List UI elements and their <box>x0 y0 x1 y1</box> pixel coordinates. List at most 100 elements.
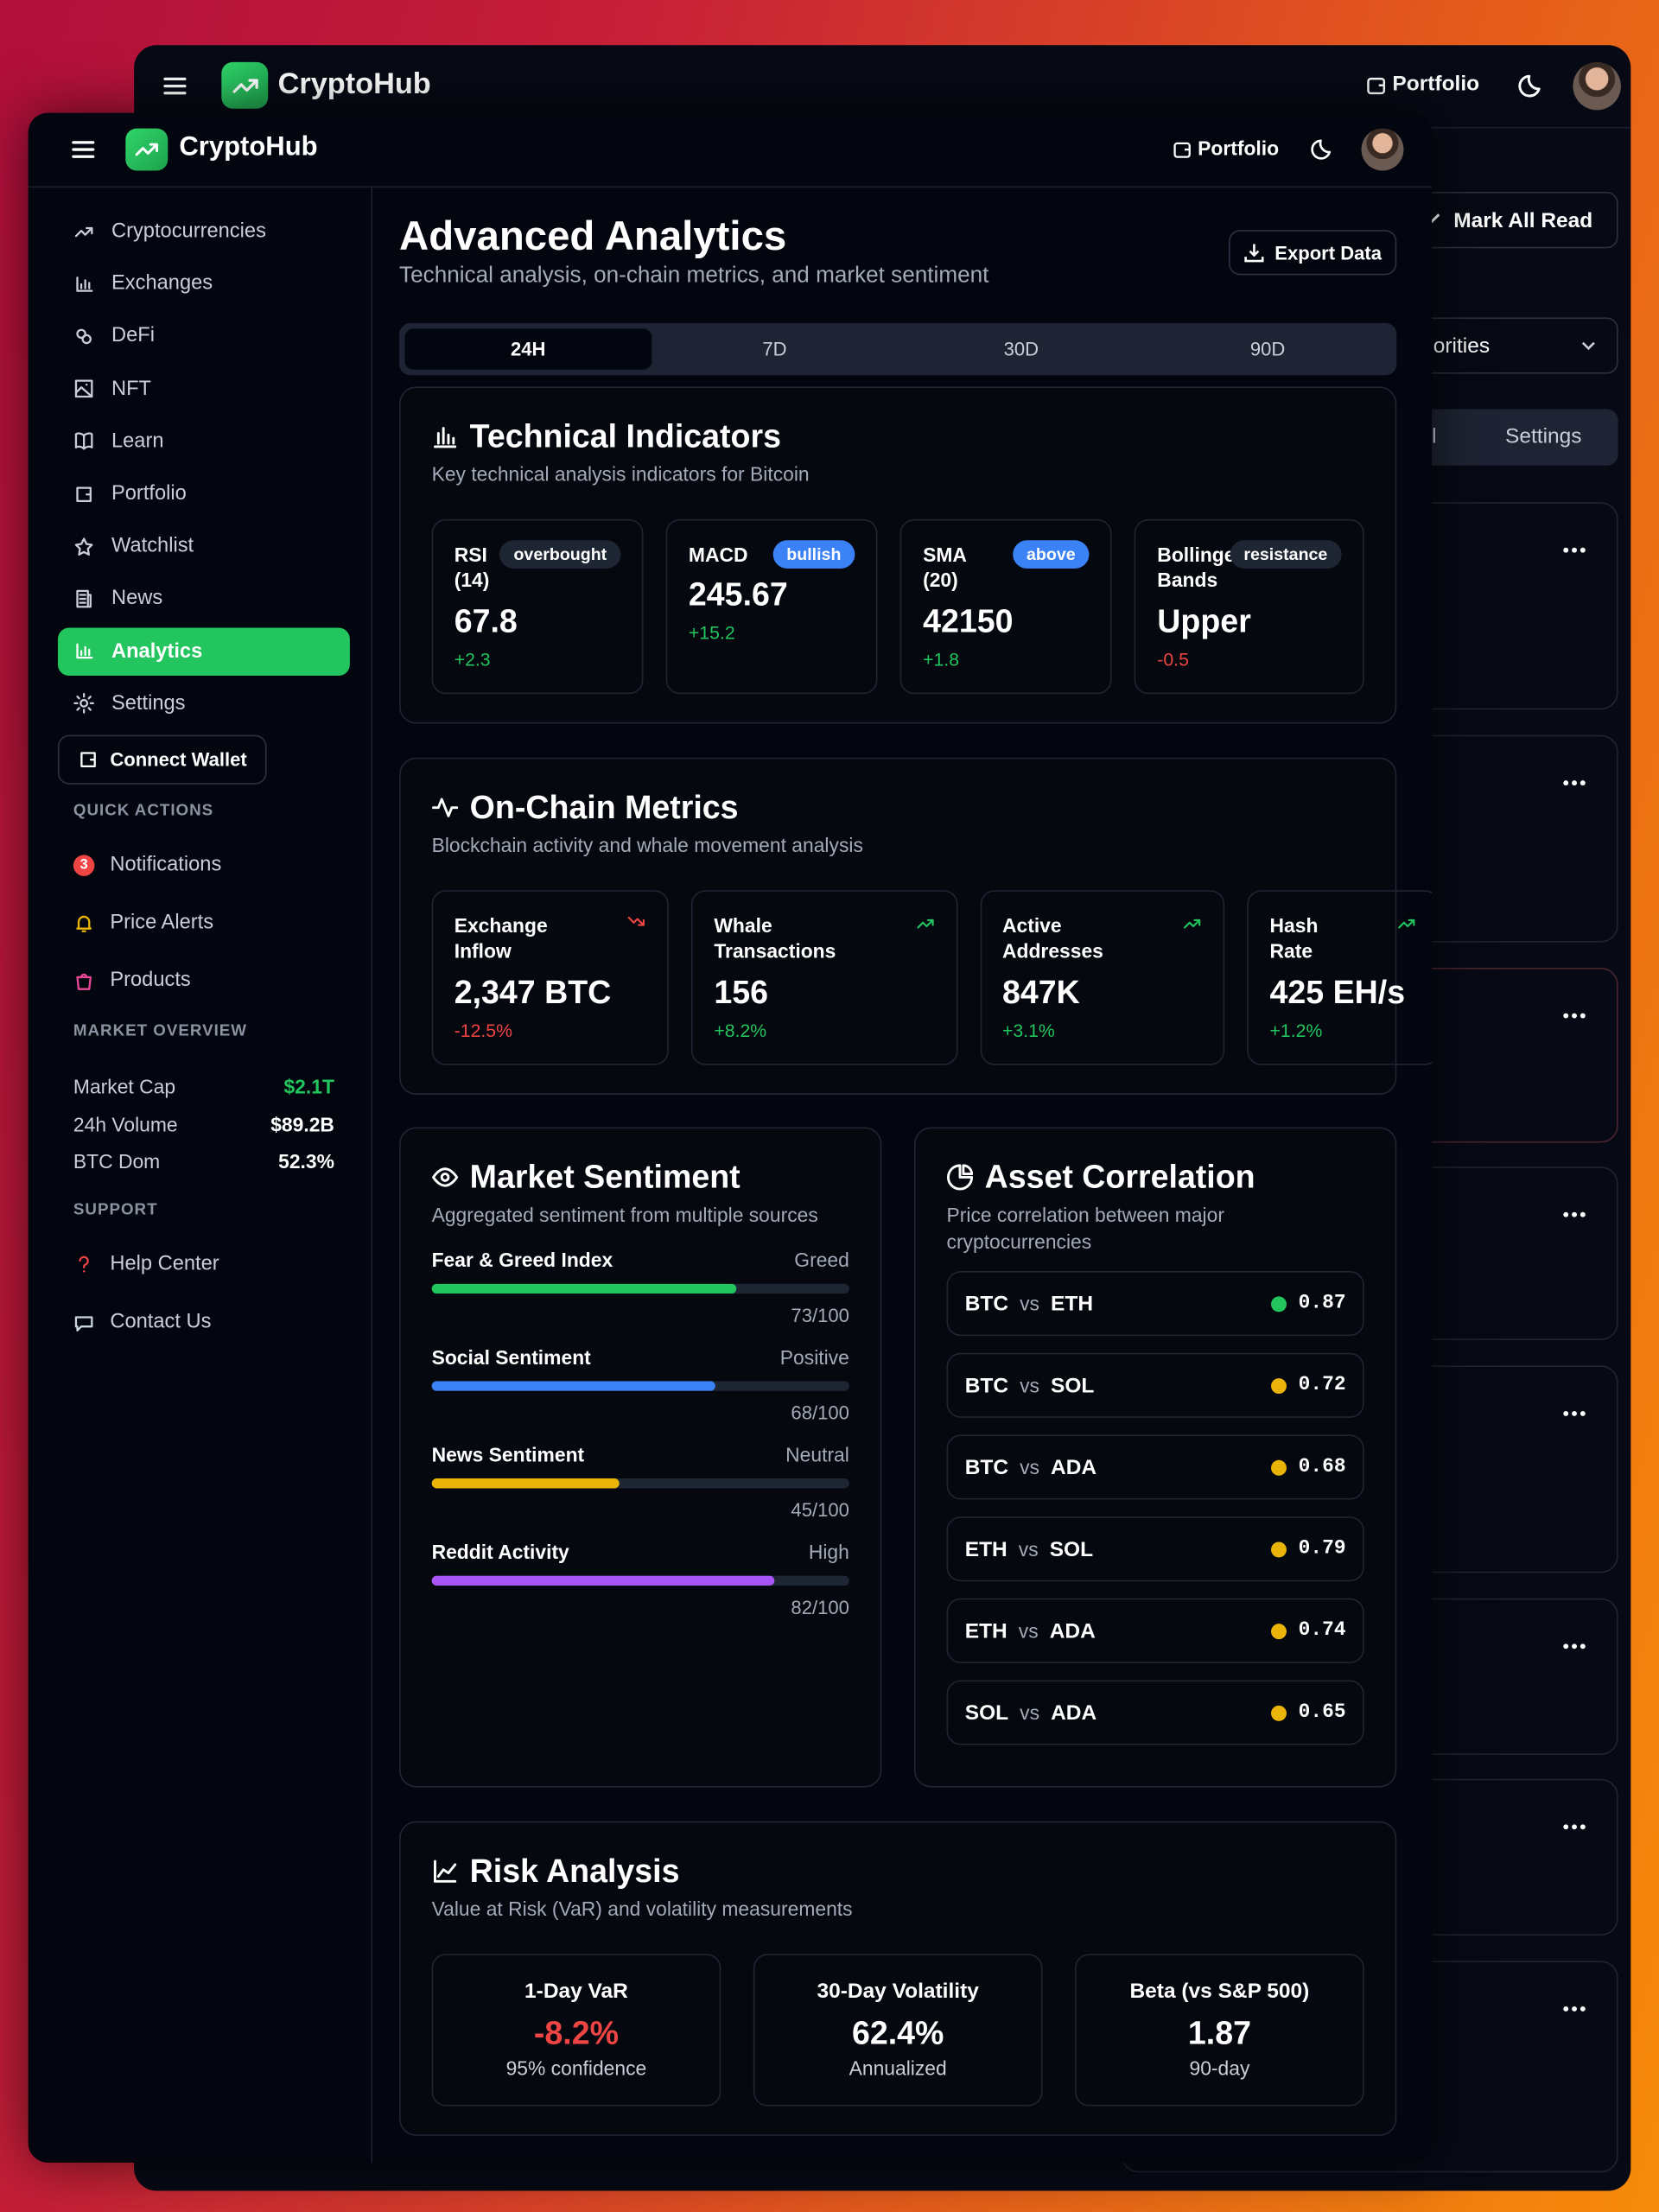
back-tab[interactable]: l <box>1432 424 1437 449</box>
sentiment-status: Greed <box>794 1248 849 1271</box>
icon <box>1184 918 1201 928</box>
period-tab[interactable]: 24H <box>404 328 652 370</box>
more-menu[interactable] <box>1563 1822 1586 1831</box>
sentiment-section: Market Sentiment Aggregated sentiment fro… <box>399 1127 882 1788</box>
correlation-section: Asset Correlation Price correlation betwe… <box>913 1127 1397 1788</box>
nav-item[interactable]: DeFi <box>58 312 350 360</box>
more-menu[interactable] <box>1563 2005 1586 2013</box>
pair-asset: ADA <box>1049 1618 1096 1643</box>
icon <box>74 537 93 556</box>
risk-note: 95% confidence <box>505 2056 647 2079</box>
indicator-card: SMA (20) above 42150 +1.8 <box>899 518 1113 694</box>
indicator-badge: bullish <box>772 539 855 569</box>
nav-label: News <box>111 587 163 610</box>
nav-item[interactable]: News <box>58 575 350 623</box>
period-tab[interactable]: 30D <box>1003 338 1039 360</box>
export-button[interactable]: Export Data <box>1229 230 1397 276</box>
portfolio-link[interactable]: Portfolio <box>1392 72 1480 97</box>
portfolio-link[interactable]: Portfolio <box>1198 137 1280 160</box>
menu-icon[interactable] <box>162 73 188 99</box>
menu-icon[interactable] <box>71 137 96 162</box>
metric-value: 2,347 BTC <box>454 972 612 1010</box>
icon <box>76 276 93 292</box>
section-subtitle: Price correlation between major cryptocu… <box>946 1203 1224 1252</box>
brand: CryptoHub <box>277 67 431 100</box>
nav-item[interactable]: Settings <box>58 680 350 728</box>
icon <box>79 1255 89 1272</box>
more-menu[interactable] <box>1563 1642 1586 1650</box>
pair-vs: vs <box>1020 1700 1040 1725</box>
filter-label: orities <box>1433 334 1491 358</box>
sentiment-row: Social Sentiment Positive <box>432 1345 849 1368</box>
risk-label: Beta (vs S&P 500) <box>1129 1978 1310 2003</box>
support-label: Contact Us <box>110 1310 212 1333</box>
market-value: $89.2B <box>270 1112 334 1135</box>
indicator-label: Bollinger Bands <box>1157 542 1243 592</box>
support-item[interactable]: Help Center <box>73 1253 219 1275</box>
pair-value: 0.65 <box>1298 1700 1346 1725</box>
theme-toggle[interactable] <box>1518 72 1547 100</box>
nav-item[interactable]: Watchlist <box>58 522 350 570</box>
section-heading: QUICK ACTIONS <box>73 802 214 820</box>
metric-label: Hash Rate <box>1269 913 1319 963</box>
quick-action[interactable]: 3 Notifications <box>73 854 221 876</box>
section-title-text: Asset Correlation <box>984 1157 1255 1195</box>
mark-all-read[interactable]: Mark All Read <box>1375 192 1618 249</box>
nav-item[interactable]: Portfolio <box>58 470 350 518</box>
quick-action[interactable]: Products <box>73 969 191 992</box>
section-title-text: Technical Indicators <box>469 416 782 454</box>
sentiment-status: Positive <box>779 1344 849 1368</box>
sentiment-track <box>431 1380 849 1390</box>
theme-toggle[interactable] <box>1311 137 1336 162</box>
nav-label: Analytics <box>111 639 203 663</box>
more-menu[interactable] <box>1563 546 1586 555</box>
pair-value: 0.68 <box>1298 1455 1346 1479</box>
icon <box>76 589 92 608</box>
icon <box>73 693 95 715</box>
pair-dot <box>1271 1541 1287 1557</box>
avatar[interactable] <box>1573 61 1621 111</box>
icon <box>434 1859 457 1882</box>
mark-all-read-label: Mark All Read <box>1453 207 1593 232</box>
period-tab[interactable]: 90D <box>1249 338 1286 360</box>
nav-item[interactable]: Cryptocurrencies <box>58 207 350 256</box>
sentiment-score: 68/100 <box>791 1402 849 1423</box>
nav-item[interactable]: NFT <box>58 365 350 413</box>
metric-label: Active Addresses <box>1002 913 1103 963</box>
market-value: 52.3% <box>278 1149 334 1173</box>
pair-row: ETH vs SOL 0.79 <box>946 1516 1364 1582</box>
period-tab[interactable]: 7D <box>762 338 787 360</box>
icon <box>76 328 92 345</box>
sentiment-label: Social Sentiment <box>431 1344 591 1368</box>
risk-note: 90-day <box>1189 2056 1250 2079</box>
pair-value: 0.87 <box>1298 1292 1346 1315</box>
nav-label: Watchlist <box>111 535 194 558</box>
nav-item[interactable]: Exchanges <box>58 260 350 308</box>
more-menu[interactable] <box>1563 1211 1586 1219</box>
qa-icon <box>73 1254 94 1274</box>
back-tab[interactable]: Settings <box>1505 424 1582 449</box>
section-subtitle: Blockchain activity and whale movement a… <box>431 833 863 857</box>
icon <box>74 379 93 398</box>
sentiment-track <box>431 1574 849 1586</box>
indicator-value: Upper <box>1157 601 1251 639</box>
more-menu[interactable] <box>1563 1409 1586 1418</box>
metric-card: Exchange Inflow 2,347 BTC -12.5% <box>431 889 670 1065</box>
quick-action[interactable]: Price Alerts <box>73 912 213 934</box>
pair-asset: SOL <box>1049 1536 1094 1561</box>
more-menu[interactable] <box>1563 779 1586 787</box>
support-item[interactable]: Contact Us <box>73 1310 212 1333</box>
connect-wallet[interactable]: Connect Wallet <box>57 734 267 785</box>
nav-item[interactable]: Learn <box>58 417 350 466</box>
trend-icon <box>1397 912 1417 939</box>
section-subtitle: Key technical analysis indicators for Bi… <box>431 462 810 486</box>
metric-change: +8.2% <box>714 1019 767 1041</box>
risk-card: 30-Day Volatility 62.4% Annualized <box>753 1953 1043 2106</box>
indicator-card: RSI (14) overbought 67.8 +2.3 <box>431 518 644 694</box>
page-subtitle: Technical analysis, on-chain metrics, an… <box>399 264 989 289</box>
nav-item[interactable]: Analytics <box>57 626 350 676</box>
avatar[interactable] <box>1361 128 1404 171</box>
more-menu[interactable] <box>1563 1012 1586 1020</box>
sentiment-label: News Sentiment <box>431 1442 585 1465</box>
